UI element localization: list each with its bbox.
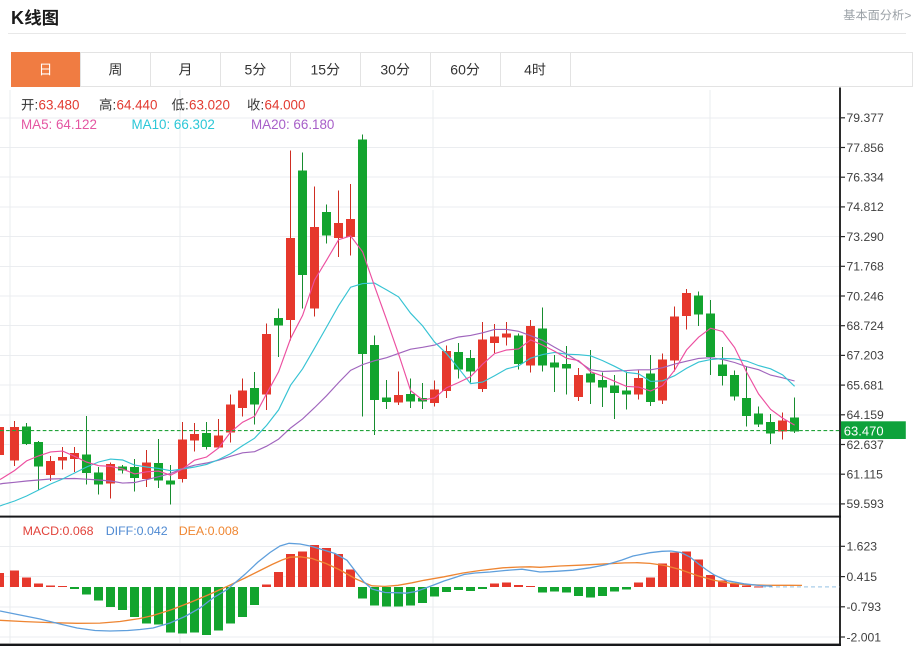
svg-text:63.480: 63.480	[39, 98, 80, 113]
svg-text:>: >	[904, 8, 911, 22]
svg-text:61.115: 61.115	[847, 468, 884, 482]
svg-text:65.681: 65.681	[847, 378, 884, 392]
svg-text:-2.001: -2.001	[847, 630, 882, 644]
svg-text:59.593: 59.593	[847, 497, 884, 511]
svg-text:15: 15	[311, 61, 327, 77]
svg-text:DIFF:0.042: DIFF:0.042	[106, 524, 168, 538]
svg-text:K: K	[11, 8, 24, 28]
svg-text:70.246: 70.246	[847, 289, 884, 303]
svg-text:77.856: 77.856	[847, 141, 884, 155]
svg-text:67.203: 67.203	[847, 349, 884, 363]
svg-text:30: 30	[380, 61, 396, 77]
svg-text::: :	[113, 98, 117, 113]
svg-text:DEA:0.008: DEA:0.008	[179, 524, 239, 538]
svg-text:71.768: 71.768	[847, 260, 884, 274]
svg-text:MA20: 66.180: MA20: 66.180	[251, 117, 334, 132]
svg-text:60: 60	[450, 61, 466, 77]
svg-text:64.440: 64.440	[117, 98, 158, 113]
svg-text:4: 4	[524, 61, 532, 77]
svg-text:-0.793: -0.793	[847, 600, 882, 614]
svg-text:1.623: 1.623	[847, 540, 878, 554]
svg-text:62.637: 62.637	[847, 438, 884, 452]
svg-text::: :	[35, 98, 39, 113]
svg-text:63.020: 63.020	[189, 98, 230, 113]
svg-text:5: 5	[245, 61, 253, 77]
svg-text::: :	[185, 98, 189, 113]
svg-text:76.334: 76.334	[847, 171, 884, 185]
svg-text:0.415: 0.415	[847, 570, 878, 584]
svg-text:64.000: 64.000	[265, 98, 306, 113]
svg-text:63.470: 63.470	[844, 423, 884, 438]
svg-text:74.812: 74.812	[847, 200, 884, 214]
svg-text:79.377: 79.377	[847, 111, 884, 125]
svg-text:68.724: 68.724	[847, 319, 884, 333]
svg-text:MA10: 66.302: MA10: 66.302	[132, 117, 215, 132]
svg-text:MACD:0.068: MACD:0.068	[23, 524, 94, 538]
svg-text:73.290: 73.290	[847, 230, 884, 244]
svg-text::: :	[261, 98, 265, 113]
svg-text:MA5: 64.122: MA5: 64.122	[21, 117, 97, 132]
svg-text:64.159: 64.159	[847, 408, 884, 422]
